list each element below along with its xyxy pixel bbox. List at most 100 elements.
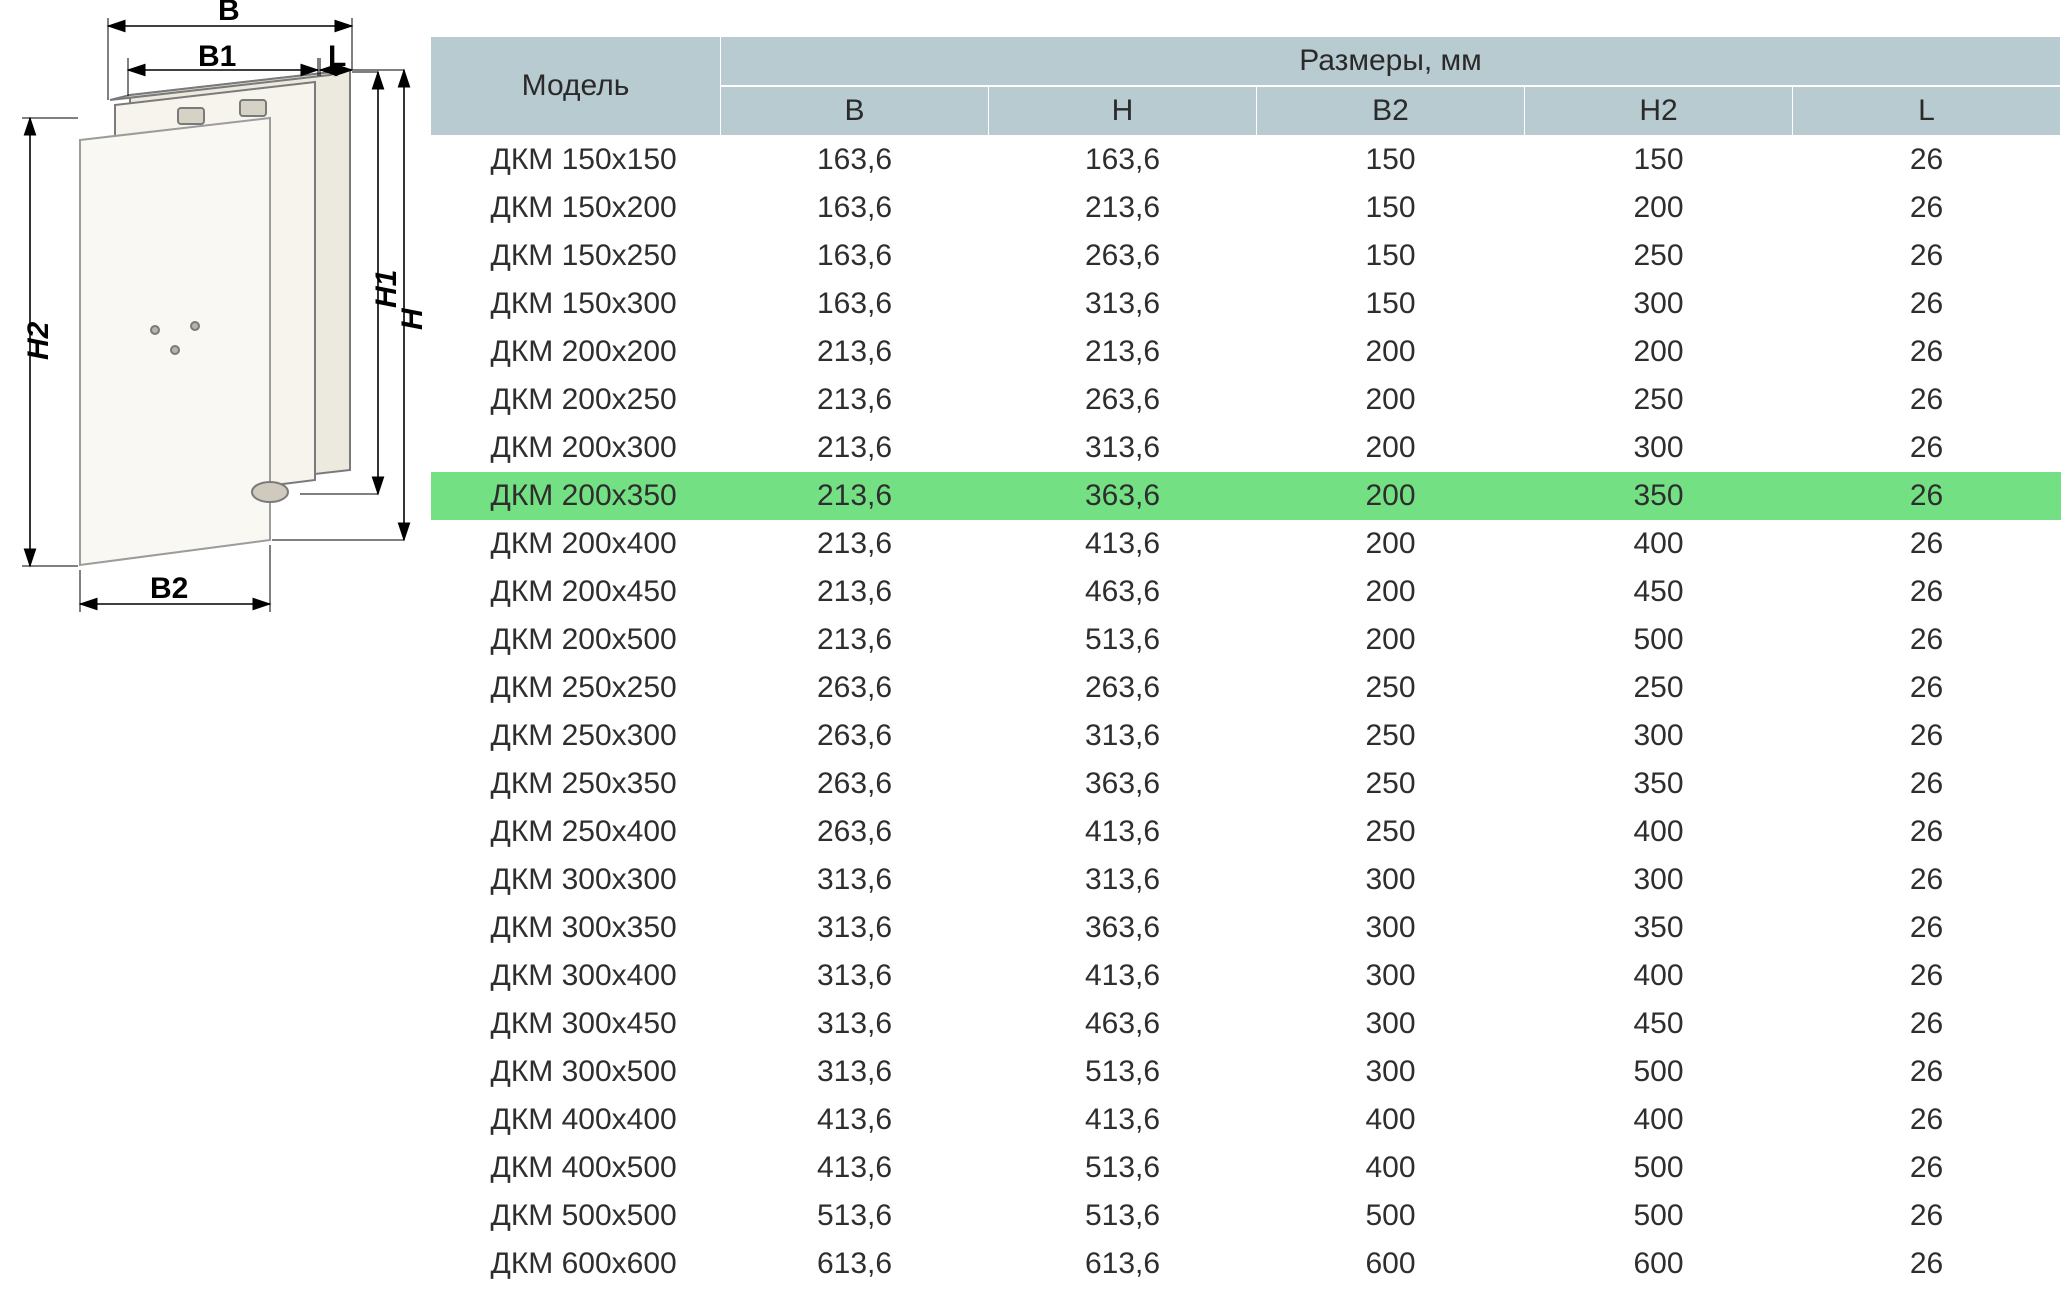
cell-L: 26 [1793,472,2061,520]
cell-H: 263,6 [989,376,1257,424]
cell-H2: 400 [1525,1096,1793,1144]
cell-B2: 150 [1257,184,1525,232]
cell-model: ДКМ 400х400 [431,1096,721,1144]
cell-B2: 300 [1257,1000,1525,1048]
cell-model: ДКМ 250х400 [431,808,721,856]
cell-H: 363,6 [989,760,1257,808]
cell-model: ДКМ 200х400 [431,520,721,568]
cell-L: 26 [1793,904,2061,952]
cell-L: 26 [1793,184,2061,232]
cell-L: 26 [1793,1048,2061,1096]
cell-L: 26 [1793,1096,2061,1144]
cell-model: ДКМ 200х350 [431,472,721,520]
table-row: ДКМ 200х350213,6363,620035026 [431,472,2061,520]
cell-B2: 300 [1257,952,1525,1000]
cell-H: 413,6 [989,1096,1257,1144]
cell-L: 26 [1793,136,2061,185]
cell-L: 26 [1793,808,2061,856]
table-row: ДКМ 150х300163,6313,615030026 [431,280,2061,328]
cell-B: 413,6 [721,1096,989,1144]
dimensions-table-wrap: Модель Размеры, мм B H B2 H2 L ДКМ 150х1… [430,36,2060,1288]
dim-label-B: B [218,0,240,28]
cell-H: 313,6 [989,856,1257,904]
cell-model: ДКМ 500х500 [431,1192,721,1240]
cell-B: 313,6 [721,1048,989,1096]
cell-B: 163,6 [721,184,989,232]
cell-model: ДКМ 250х350 [431,760,721,808]
dimensions-table: Модель Размеры, мм B H B2 H2 L ДКМ 150х1… [430,36,2061,1288]
cell-B: 163,6 [721,232,989,280]
cell-B: 263,6 [721,808,989,856]
cell-model: ДКМ 200х250 [431,376,721,424]
cell-B2: 200 [1257,376,1525,424]
cell-B: 213,6 [721,424,989,472]
cell-L: 26 [1793,1144,2061,1192]
cell-model: ДКМ 150х250 [431,232,721,280]
cell-H2: 400 [1525,952,1793,1000]
th-model: Модель [431,37,721,136]
cell-model: ДКМ 200х200 [431,328,721,376]
cell-H2: 150 [1525,136,1793,185]
table-row: ДКМ 200х400213,6413,620040026 [431,520,2061,568]
th-B2: B2 [1257,86,1525,136]
cell-B: 313,6 [721,904,989,952]
cell-B: 213,6 [721,616,989,664]
cell-H: 413,6 [989,952,1257,1000]
th-H: H [989,86,1257,136]
table-row: ДКМ 300х350313,6363,630035026 [431,904,2061,952]
dim-label-B2: B2 [150,572,188,606]
cell-model: ДКМ 200х300 [431,424,721,472]
dim-label-H: H [396,308,430,330]
cell-H: 513,6 [989,1192,1257,1240]
cell-B: 263,6 [721,712,989,760]
cell-L: 26 [1793,424,2061,472]
cell-B2: 200 [1257,568,1525,616]
table-head: Модель Размеры, мм B H B2 H2 L [431,37,2061,136]
table-row: ДКМ 250х350263,6363,625035026 [431,760,2061,808]
cell-H2: 500 [1525,616,1793,664]
cell-model: ДКМ 200х500 [431,616,721,664]
cell-model: ДКМ 200х450 [431,568,721,616]
cell-B2: 300 [1257,904,1525,952]
cell-H2: 200 [1525,328,1793,376]
table-row: ДКМ 200х300213,6313,620030026 [431,424,2061,472]
cell-H2: 250 [1525,664,1793,712]
cell-model: ДКМ 300х500 [431,1048,721,1096]
cell-H: 263,6 [989,232,1257,280]
table-row: ДКМ 150х150163,6163,615015026 [431,136,2061,185]
table-body: ДКМ 150х150163,6163,615015026ДКМ 150х200… [431,136,2061,1289]
cell-L: 26 [1793,952,2061,1000]
cell-B: 313,6 [721,1000,989,1048]
cell-H2: 400 [1525,808,1793,856]
cell-H2: 500 [1525,1144,1793,1192]
cell-B2: 250 [1257,760,1525,808]
cell-B: 213,6 [721,568,989,616]
cell-H: 513,6 [989,1048,1257,1096]
cell-B2: 200 [1257,472,1525,520]
table-row: ДКМ 150х200163,6213,615020026 [431,184,2061,232]
table-row: ДКМ 400х400413,6413,640040026 [431,1096,2061,1144]
cell-model: ДКМ 150х200 [431,184,721,232]
cell-model: ДКМ 250х250 [431,664,721,712]
table-row: ДКМ 600х600613,6613,660060026 [431,1240,2061,1288]
cell-L: 26 [1793,712,2061,760]
cell-model: ДКМ 300х300 [431,856,721,904]
cell-H2: 600 [1525,1240,1793,1288]
cell-B2: 150 [1257,232,1525,280]
cell-H2: 350 [1525,760,1793,808]
table-row: ДКМ 200х450213,6463,620045026 [431,568,2061,616]
cell-H2: 250 [1525,232,1793,280]
th-dims-group: Размеры, мм [721,37,2061,87]
cell-L: 26 [1793,568,2061,616]
dim-label-B1: B1 [198,40,236,74]
cell-B2: 500 [1257,1192,1525,1240]
cell-B: 513,6 [721,1192,989,1240]
cell-B: 263,6 [721,760,989,808]
cell-B2: 250 [1257,808,1525,856]
cell-H: 413,6 [989,808,1257,856]
cell-H: 163,6 [989,136,1257,185]
cell-L: 26 [1793,376,2061,424]
cell-B: 213,6 [721,472,989,520]
table-row: ДКМ 200х200213,6213,620020026 [431,328,2061,376]
cell-L: 26 [1793,520,2061,568]
